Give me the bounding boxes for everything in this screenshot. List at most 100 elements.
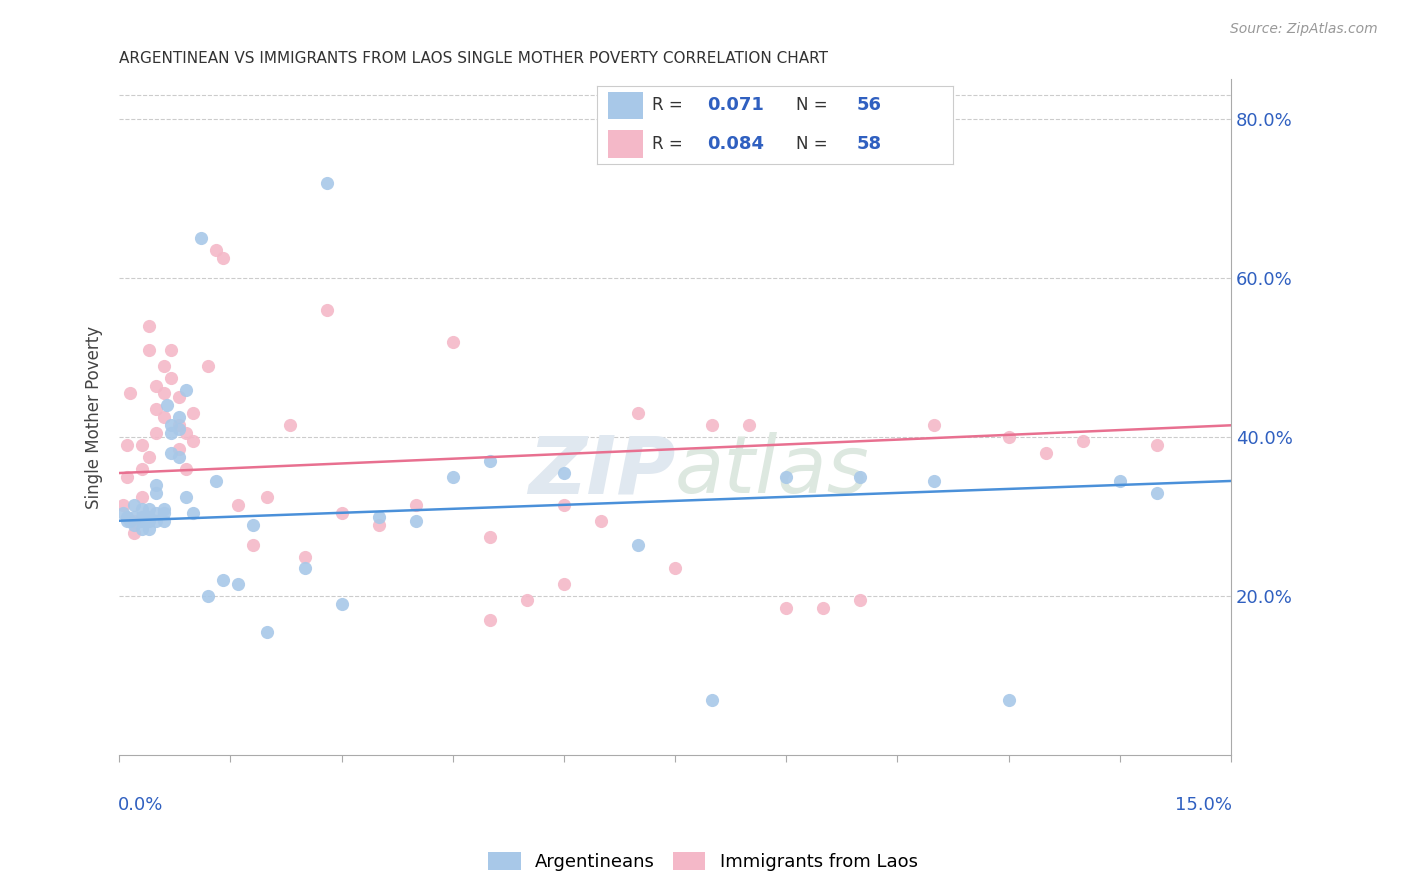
Point	[152, 506, 174, 520]
Point	[278, 418, 301, 433]
Point	[197, 589, 219, 603]
Point	[167, 391, 190, 405]
Point	[190, 231, 212, 245]
Point	[120, 386, 142, 401]
Point	[315, 176, 337, 190]
Point	[145, 514, 167, 528]
Legend: Argentineans, Immigrants from Laos: Argentineans, Immigrants from Laos	[481, 846, 925, 879]
Point	[131, 509, 153, 524]
Point	[160, 370, 183, 384]
Point	[122, 517, 145, 532]
Point	[145, 506, 167, 520]
Point	[553, 466, 575, 480]
Point	[256, 625, 278, 640]
Point	[367, 517, 389, 532]
Point	[122, 514, 145, 528]
Text: 0.0%: 0.0%	[118, 796, 163, 814]
Point	[122, 509, 145, 524]
Point	[1108, 474, 1130, 488]
Point	[152, 359, 174, 373]
Point	[145, 378, 167, 392]
Point	[152, 386, 174, 401]
Point	[553, 577, 575, 591]
Point	[242, 538, 264, 552]
Point	[122, 525, 145, 540]
Point	[134, 509, 156, 524]
Point	[131, 438, 153, 452]
Point	[138, 501, 160, 516]
Point	[111, 498, 134, 512]
Point	[145, 426, 167, 441]
Point	[849, 470, 872, 484]
Point	[330, 597, 353, 611]
Point	[167, 450, 190, 464]
Point	[156, 399, 179, 413]
Point	[700, 418, 723, 433]
Point	[589, 514, 612, 528]
Point	[120, 514, 142, 528]
Point	[167, 422, 190, 436]
Point	[226, 498, 249, 512]
Point	[160, 343, 183, 357]
Point	[167, 442, 190, 457]
Point	[115, 514, 138, 528]
Point	[145, 402, 167, 417]
Point	[160, 446, 183, 460]
Point	[174, 490, 197, 504]
Point	[775, 601, 797, 615]
Point	[1146, 438, 1168, 452]
Point	[152, 410, 174, 425]
Point	[131, 501, 153, 516]
Point	[131, 514, 153, 528]
Point	[405, 498, 427, 512]
Point	[924, 418, 946, 433]
Point	[627, 538, 650, 552]
Point	[183, 406, 205, 420]
Point	[330, 506, 353, 520]
Y-axis label: Single Mother Poverty: Single Mother Poverty	[86, 326, 103, 509]
Point	[152, 514, 174, 528]
Point	[1035, 446, 1057, 460]
Point	[664, 561, 686, 575]
Point	[1146, 486, 1168, 500]
Point	[138, 514, 160, 528]
Point	[849, 593, 872, 607]
Point	[738, 418, 761, 433]
Text: 15.0%: 15.0%	[1175, 796, 1232, 814]
Point	[131, 522, 153, 536]
Point	[174, 383, 197, 397]
Point	[138, 522, 160, 536]
Point	[131, 462, 153, 476]
Point	[167, 410, 190, 425]
Point	[183, 434, 205, 449]
Point	[1071, 434, 1094, 449]
Point	[997, 692, 1019, 706]
Point	[367, 509, 389, 524]
Point	[167, 418, 190, 433]
Point	[138, 318, 160, 333]
Point	[997, 430, 1019, 444]
Point	[627, 406, 650, 420]
Point	[145, 478, 167, 492]
Point	[775, 470, 797, 484]
Point	[478, 613, 501, 627]
Point	[478, 454, 501, 468]
Point	[256, 490, 278, 504]
Point	[516, 593, 538, 607]
Point	[294, 561, 316, 575]
Point	[174, 462, 197, 476]
Text: ARGENTINEAN VS IMMIGRANTS FROM LAOS SINGLE MOTHER POVERTY CORRELATION CHART: ARGENTINEAN VS IMMIGRANTS FROM LAOS SING…	[120, 51, 828, 66]
Point	[315, 303, 337, 318]
Point	[122, 498, 145, 512]
Point	[553, 498, 575, 512]
Point	[145, 486, 167, 500]
Text: ZIP: ZIP	[527, 433, 675, 510]
Point	[174, 426, 197, 441]
Point	[212, 252, 235, 266]
Point	[197, 359, 219, 373]
Point	[183, 506, 205, 520]
Point	[441, 470, 464, 484]
Point	[152, 501, 174, 516]
Point	[924, 474, 946, 488]
Point	[204, 244, 226, 258]
